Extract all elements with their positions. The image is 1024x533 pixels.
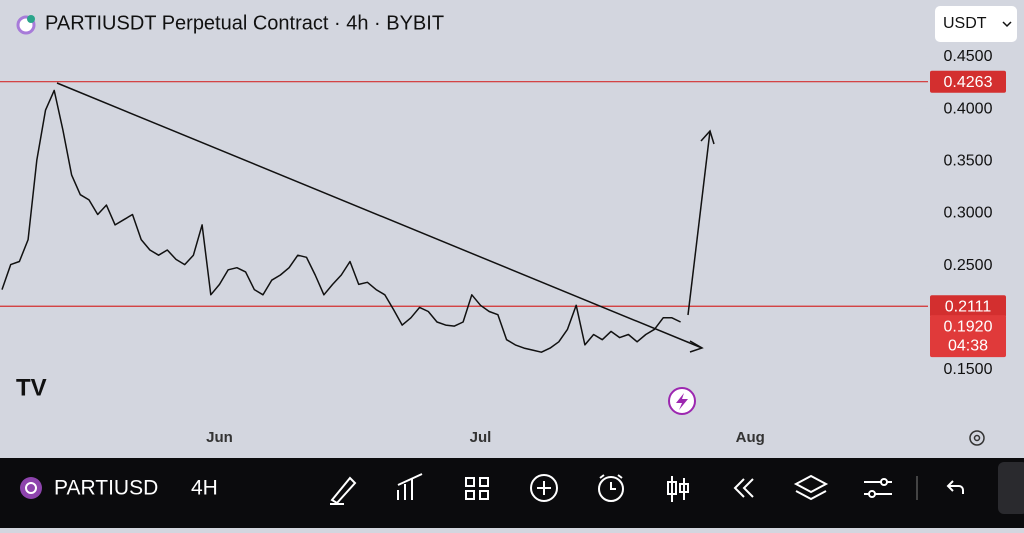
chart-title: PARTIUSDT Perpetual Contract · 4h · BYBI… xyxy=(45,12,444,34)
plot xyxy=(0,56,929,371)
alert-icon xyxy=(676,393,688,410)
alert-clock-button[interactable] xyxy=(598,476,624,502)
price-label-box xyxy=(930,295,1006,318)
y-tick-label: 0.4000 xyxy=(944,100,993,117)
y-tick-label: 0.3000 xyxy=(944,205,993,222)
price-label: 0.2111 xyxy=(945,298,992,315)
arrow-head xyxy=(700,129,715,145)
toolbar-symbol[interactable]: PARTIUSD xyxy=(54,477,158,500)
x-tick-label: Jun xyxy=(206,429,233,446)
symbol-icon-badge xyxy=(27,15,35,23)
undo-button[interactable] xyxy=(946,480,964,494)
price-label-box xyxy=(930,70,1006,93)
x-tick-label: Aug xyxy=(736,429,765,446)
arrow-line xyxy=(687,130,711,316)
arrow-head xyxy=(689,340,704,353)
more-button[interactable] xyxy=(998,462,1024,514)
slider-knob xyxy=(880,478,888,486)
price-label: 0.4263 xyxy=(944,74,993,91)
replay-button[interactable] xyxy=(733,478,754,498)
draw-tool[interactable] xyxy=(330,476,357,505)
y-tick-label: 0.4500 xyxy=(944,48,993,65)
y-tick-label: 0.2500 xyxy=(944,257,993,274)
symbol-icon-inner xyxy=(25,482,37,494)
y-tick-label: 0.1500 xyxy=(944,361,993,378)
last-price-box xyxy=(930,315,1006,358)
settings-icon xyxy=(973,434,981,442)
indicators-button[interactable] xyxy=(397,473,423,500)
alert-clock-icon xyxy=(599,474,623,490)
trend-line xyxy=(56,82,703,349)
slider-knob xyxy=(868,490,876,498)
layers-button[interactable] xyxy=(793,474,829,501)
currency-label: USDT xyxy=(943,15,987,32)
add-icon xyxy=(537,481,551,495)
toolbar-interval[interactable]: 4H xyxy=(191,477,218,500)
tv-logo: TV xyxy=(16,374,47,401)
price-line xyxy=(1,89,681,353)
x-tick-label: Jul xyxy=(470,429,492,446)
countdown-label: 04:38 xyxy=(948,337,988,354)
currency-select[interactable] xyxy=(935,6,1017,42)
symbol-icon[interactable] xyxy=(20,477,42,499)
settings-button[interactable] xyxy=(969,430,985,446)
chart-background xyxy=(0,0,1024,458)
chart-type-button[interactable] xyxy=(667,476,689,502)
layouts-button[interactable] xyxy=(465,477,489,500)
add-button[interactable] xyxy=(530,474,558,502)
y-tick-label: 0.3500 xyxy=(944,153,993,170)
dropdown-caret xyxy=(1002,21,1012,28)
last-price-label: 0.1920 xyxy=(944,318,993,335)
toolbar xyxy=(0,458,1024,528)
